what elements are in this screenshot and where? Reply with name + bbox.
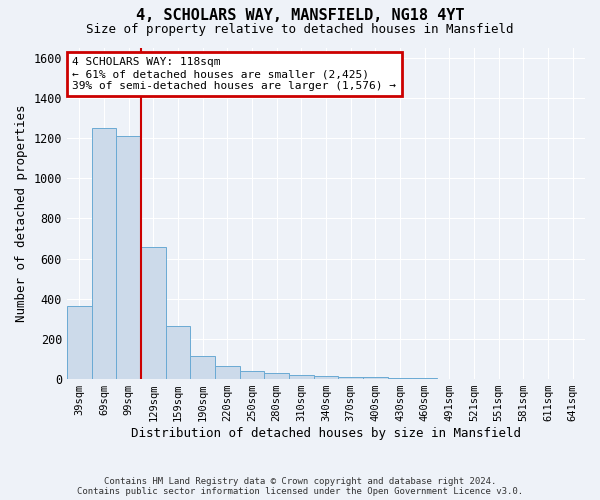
Bar [239,371,264,379]
Bar [314,376,338,379]
Text: 4, SCHOLARS WAY, MANSFIELD, NG18 4YT: 4, SCHOLARS WAY, MANSFIELD, NG18 4YT [136,8,464,22]
X-axis label: Distribution of detached houses by size in Mansfield: Distribution of detached houses by size … [131,427,521,440]
Bar [141,248,166,379]
Text: 4 SCHOLARS WAY: 118sqm
← 61% of detached houses are smaller (2,425)
39% of semi-: 4 SCHOLARS WAY: 118sqm ← 61% of detached… [72,58,396,90]
Bar [215,366,239,379]
Bar [289,375,314,379]
Bar [166,326,190,379]
Y-axis label: Number of detached properties: Number of detached properties [15,104,28,322]
Bar [190,356,215,379]
Bar [92,128,116,379]
Bar [338,377,363,379]
Bar [363,377,388,379]
Text: Contains HM Land Registry data © Crown copyright and database right 2024.
Contai: Contains HM Land Registry data © Crown c… [77,476,523,496]
Text: Size of property relative to detached houses in Mansfield: Size of property relative to detached ho… [86,22,514,36]
Bar [388,378,412,379]
Bar [116,136,141,379]
Bar [67,306,92,379]
Bar [412,378,437,379]
Bar [264,373,289,379]
